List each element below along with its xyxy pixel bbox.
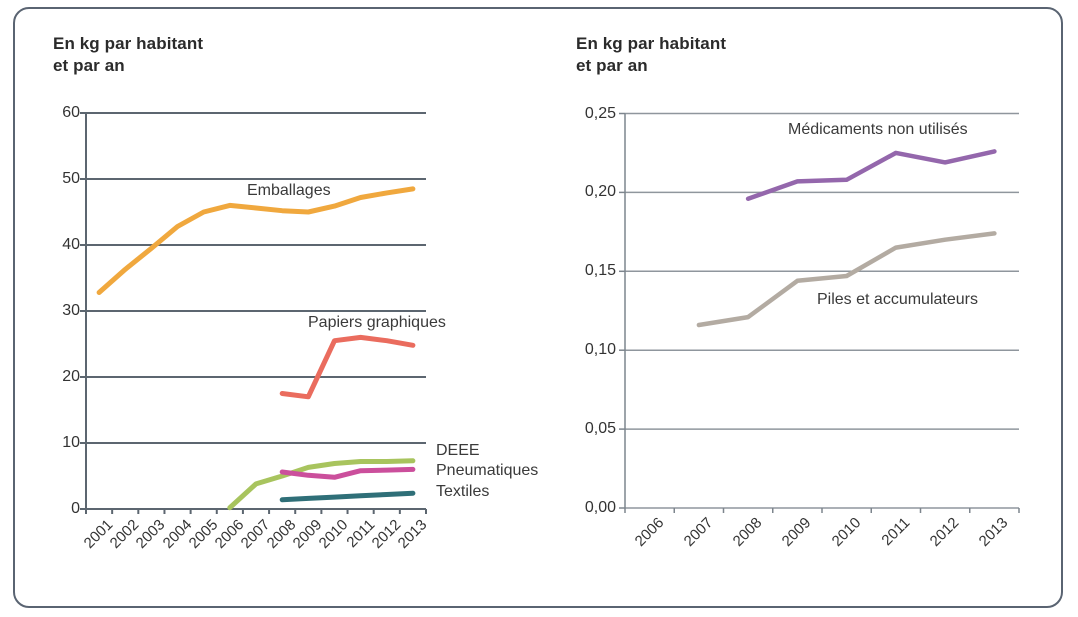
y-tick-label: 20 xyxy=(62,368,80,385)
left-chart-title: En kg par habitant et par an xyxy=(53,33,203,77)
y-tick-label: 40 xyxy=(62,236,80,253)
series-label-piles-et-accumulateurs: Piles et accumulateurs xyxy=(817,291,978,308)
y-tick-label: 0 xyxy=(71,500,80,517)
y-tick-label: 0,20 xyxy=(584,183,616,201)
series-label-emballages: Emballages xyxy=(247,182,331,199)
y-tick-label: 10 xyxy=(62,434,80,451)
y-tick-label: 0,05 xyxy=(584,420,616,438)
series-line-textiles xyxy=(279,490,416,503)
y-tick-label: 0,10 xyxy=(584,341,616,359)
y-tick-label: 0,25 xyxy=(584,104,616,122)
y-tick-label: 60 xyxy=(62,104,80,121)
series-label-textiles: Textiles xyxy=(436,483,490,500)
left-chart-title-line1: En kg par habitant xyxy=(53,34,204,53)
series-label-pneumatiques: Pneumatiques xyxy=(436,462,539,479)
series-line-pneumatiques xyxy=(279,466,416,480)
series-line-deee xyxy=(227,458,416,511)
right-chart-title-line1: En kg par habitant xyxy=(576,34,727,53)
series-line-papiers-graphiques xyxy=(279,334,416,400)
series-line-medicaments-non-utilises xyxy=(745,149,997,201)
y-tick-label: 50 xyxy=(62,170,80,187)
series-label-papiers-graphiques: Papiers graphiques xyxy=(308,314,446,331)
y-tick-label: 0,15 xyxy=(584,262,616,280)
right-chart-title: En kg par habitant et par an xyxy=(576,33,726,77)
y-tick-label: 30 xyxy=(62,302,80,319)
y-tick-label: 0,00 xyxy=(584,499,616,516)
series-line-emballages xyxy=(96,186,416,295)
panel-border xyxy=(13,7,1063,608)
left-chart-title-line2: et par an xyxy=(53,56,125,75)
right-chart-title-line2: et par an xyxy=(576,56,648,75)
series-label-medicaments-non-utilises: Médicaments non utilisés xyxy=(788,121,968,138)
series-line-piles-et-accumulateurs xyxy=(696,231,997,328)
series-label-deee: DEEE xyxy=(436,442,480,459)
